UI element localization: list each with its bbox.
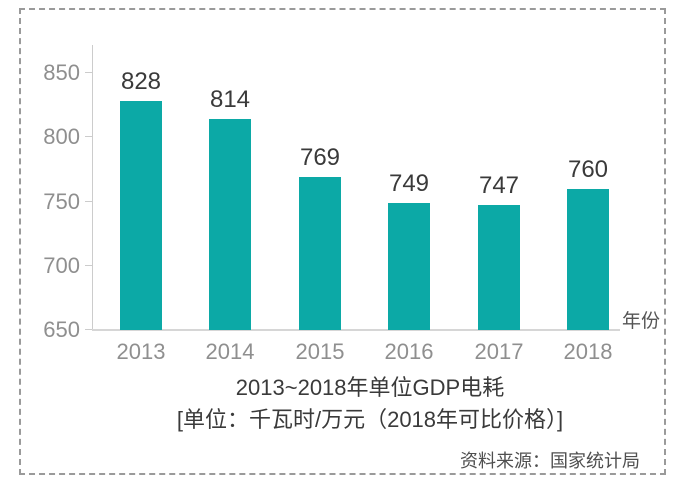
y-tick-label-650: 650 — [43, 317, 80, 342]
bar-2013 — [120, 101, 162, 330]
value-label-2014: 814 — [209, 86, 251, 113]
bar-2017 — [478, 205, 520, 330]
value-label-2013: 828 — [120, 68, 162, 95]
y-tick-label-800: 800 — [43, 124, 80, 149]
y-tick-mark-650 — [85, 329, 92, 330]
chart-source: 资料来源：国家统计局 — [460, 451, 640, 471]
x-tick-label-2015: 2015 — [295, 339, 345, 364]
y-tick-mark-800 — [85, 136, 92, 137]
value-label-2018: 760 — [567, 156, 609, 183]
y-tick-label-850: 850 — [43, 60, 80, 85]
chart-title: 2013~2018年单位GDP电耗 — [235, 375, 505, 400]
y-tick-mark-850 — [85, 72, 92, 73]
bar-2014 — [209, 119, 251, 330]
x-tick-label-2016: 2016 — [384, 339, 434, 364]
y-tick-mark-750 — [85, 201, 92, 202]
y-tick-label-700: 700 — [43, 253, 80, 278]
y-tick-label-750: 750 — [43, 189, 80, 214]
x-tick-label-2014: 2014 — [205, 339, 255, 364]
x-tick-label-2018: 2018 — [563, 339, 613, 364]
x-tick-label-2017: 2017 — [474, 339, 524, 364]
x-axis-line — [92, 329, 620, 331]
bar-2018 — [567, 189, 609, 330]
x-tick-label-2013: 2013 — [116, 339, 166, 364]
y-tick-mark-700 — [85, 265, 92, 266]
value-label-2017: 747 — [478, 172, 520, 199]
value-label-2016: 749 — [388, 170, 430, 197]
x-axis-title: 年份 — [622, 311, 661, 332]
bar-2015 — [299, 177, 341, 330]
bar-2016 — [388, 203, 430, 330]
y-axis-line — [92, 45, 93, 330]
chart-subtitle: [单位：千瓦时/万元（2018年可比价格）] — [176, 407, 564, 432]
value-label-2015: 769 — [299, 144, 341, 171]
